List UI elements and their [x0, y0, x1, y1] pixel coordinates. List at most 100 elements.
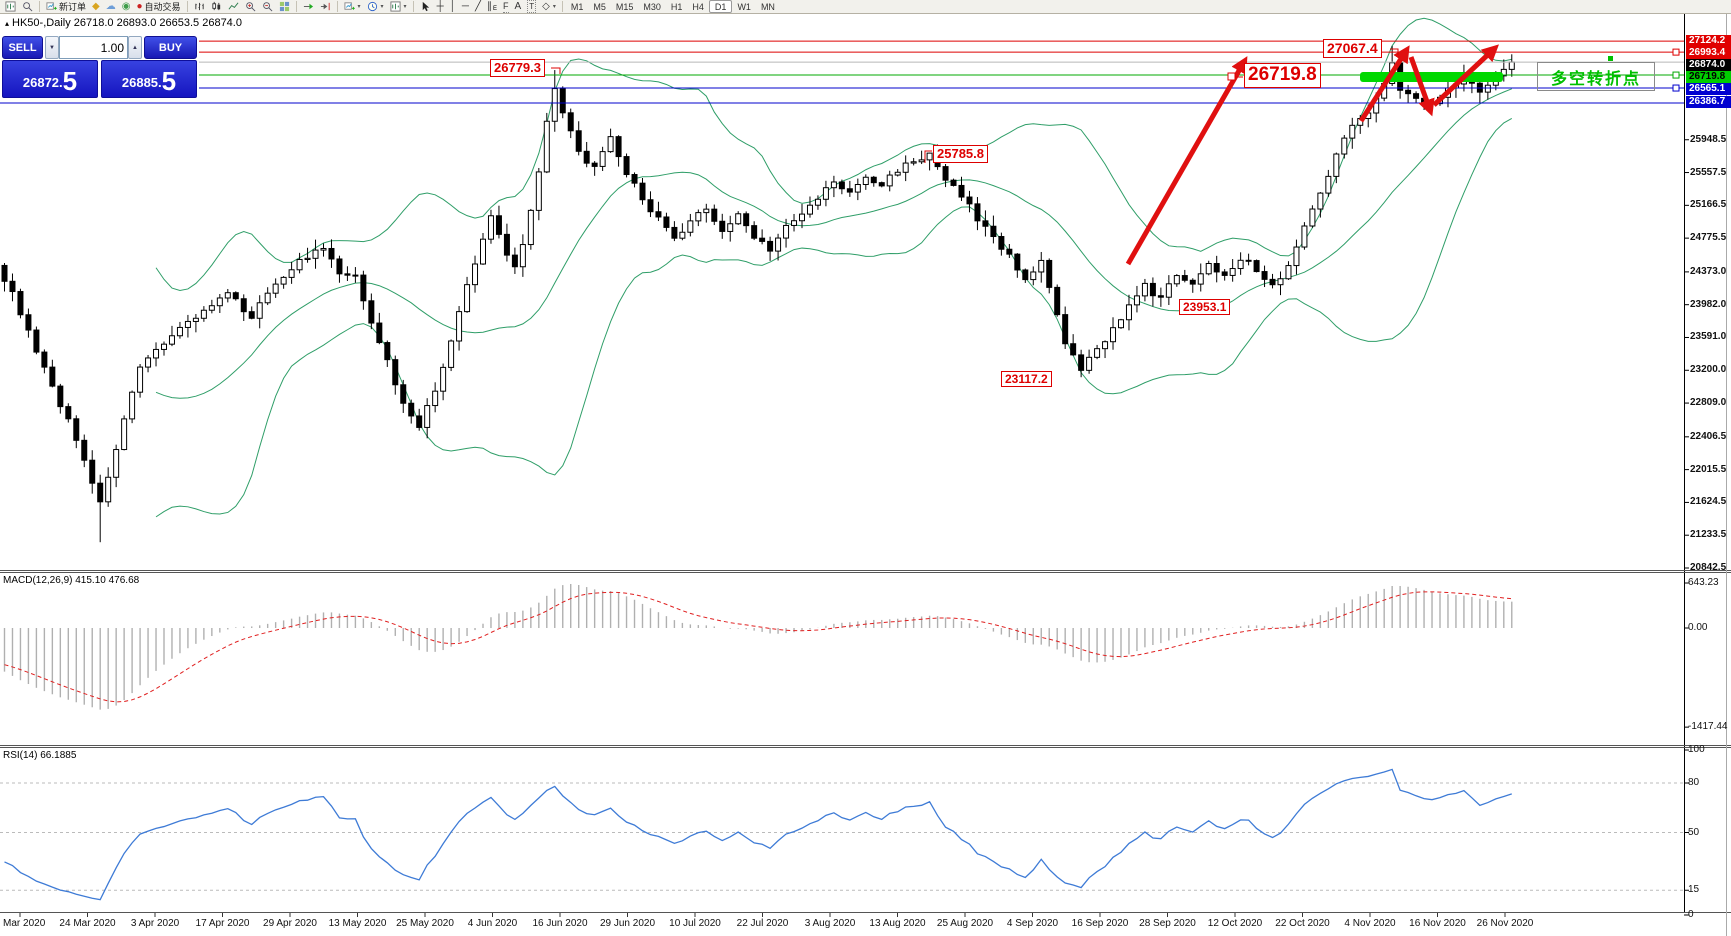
text-note-anchor [1608, 56, 1613, 61]
price-tick-label: 21233.5 [1690, 529, 1727, 541]
new-chart-button[interactable] [2, 0, 19, 13]
rsi-tick-label: 50 [1688, 826, 1700, 838]
timeframe-m1-button[interactable]: M1 [570, 1, 584, 12]
zoom-out-button[interactable] [259, 0, 276, 13]
date-tick-label: 4 Sep 2020 [1006, 918, 1059, 929]
volume-input[interactable] [59, 36, 128, 59]
candlestick-chart-button[interactable] [208, 0, 225, 13]
price-annotation[interactable]: 26719.8 [1244, 63, 1321, 88]
new-order-button-label: 新订单 [59, 2, 87, 12]
date-tick-label: 4 Nov 2020 [1344, 918, 1396, 929]
price-badge: 26565.1 [1686, 82, 1731, 95]
price-tick-label: 20842.5 [1690, 562, 1727, 573]
date-tick-label: 3 Aug 2020 [804, 918, 856, 929]
price-annotation[interactable]: 27067.4 [1323, 39, 1382, 58]
channel-tool-button[interactable]: ∥ E [484, 0, 500, 13]
bar-chart-icon [194, 1, 205, 12]
candlestick-chart-icon [211, 1, 222, 12]
market-watch-icon [22, 1, 33, 12]
toolbar-separator [39, 1, 40, 12]
text-tool-button[interactable]: A [512, 0, 525, 13]
timeframe-m30-button[interactable]: M30 [643, 1, 661, 12]
tile-windows-button[interactable] [276, 0, 293, 13]
macd-tick-label: 0.00 [1688, 622, 1708, 633]
horizontal-line-tool-button[interactable]: ─ [459, 0, 472, 13]
shapes-dropdown[interactable]: ◇ ▾ [539, 0, 559, 13]
line-chart-button[interactable] [225, 0, 242, 13]
timeframe-m5-button[interactable]: M5 [593, 1, 606, 12]
volume-increase-button[interactable]: ▲ [128, 36, 142, 59]
new-order-button[interactable]: 新订单 [43, 0, 89, 13]
price-badge: 26874.0 [1686, 58, 1731, 71]
toolbar-separator [336, 1, 338, 12]
date-tick-label: 29 Apr 2020 [263, 918, 317, 929]
toolbar-separator [561, 1, 563, 12]
price-tick-label: 24373.0 [1690, 265, 1727, 277]
chart-shift-button[interactable] [317, 0, 334, 13]
date-tick-label: 25 May 2020 [396, 918, 454, 929]
sell-price-pip: 5 [62, 66, 78, 96]
volume-decrease-button[interactable]: ▼ [45, 36, 59, 59]
buy-button[interactable]: BUY [144, 36, 197, 59]
sell-price-button[interactable]: 26872. 5 [2, 60, 98, 98]
cursor-tool-button[interactable] [417, 0, 434, 13]
chart-shift-icon [320, 1, 331, 12]
timeframe-h1-button[interactable]: H1 [670, 1, 683, 12]
date-tick-label: 3 Apr 2020 [130, 918, 180, 929]
market-watch-button[interactable] [19, 0, 36, 13]
cloud-icon: ☁ [105, 1, 116, 12]
auto-trading-button[interactable]: ● 自动交易 [133, 0, 183, 13]
templates-icon [390, 1, 401, 12]
timeframe-w1-button[interactable]: W1 [737, 1, 751, 12]
periods-icon [367, 1, 378, 12]
price-tick-label: 21624.5 [1690, 496, 1727, 508]
fibonacci-tool-button[interactable]: F [500, 0, 512, 13]
line-chart-icon [228, 1, 239, 12]
crosshair-tool-button[interactable]: ┼ [434, 0, 447, 13]
vertical-line-tool-button[interactable]: │ [447, 0, 459, 13]
timeframe-h4-button[interactable]: H4 [692, 1, 704, 12]
text-note-label: 多空转折点 [1550, 70, 1641, 88]
timeframe-mn-button[interactable]: MN [760, 1, 775, 12]
price-annotation[interactable]: 23953.1 [1179, 299, 1231, 316]
trendline-tool-button[interactable]: ╱ [472, 0, 484, 13]
templates-dropdown[interactable]: ▾ [387, 0, 410, 13]
buy-price-button[interactable]: 26885. 5 [101, 60, 197, 98]
zoom-in-icon [245, 1, 256, 12]
timeframe-d1-button[interactable]: D1 [708, 0, 733, 13]
text-note[interactable]: 多空转折点 [1537, 62, 1655, 91]
vertical-line-tool-icon: │ [449, 1, 456, 12]
date-tick-label: 13 May 2020 [328, 918, 387, 929]
price-annotation[interactable]: 26779.3 [490, 59, 545, 77]
text-label-tool-button[interactable]: T [524, 0, 539, 13]
periods-dropdown[interactable]: ▾ [364, 0, 387, 13]
bar-chart-button[interactable] [191, 0, 208, 13]
price-tick-label: 22406.5 [1690, 430, 1727, 442]
date-tick-label: 16 Jun 2020 [532, 918, 588, 929]
macd-layer [3, 584, 1513, 710]
price-annotation[interactable]: 25785.8 [933, 145, 988, 163]
toolbar-separator [186, 1, 188, 12]
timeframe-m15-button[interactable]: M15 [615, 1, 634, 12]
price-alert-button[interactable]: ◆ [89, 0, 103, 13]
auto-scroll-icon [303, 1, 314, 12]
fibonacci-tool-icon: F [503, 0, 509, 13]
toolbar-separator [412, 1, 414, 12]
sell-button[interactable]: SELL [2, 36, 43, 59]
main-toolbar: 新订单 ◆ ☁ ◉ ● 自动交易 ▾ ▾ ▾ ┼ │ ─ ╱ ∥ E F A T ◇ ▾ M1 M5 M15 M30 H1 H4… [0, 0, 1731, 14]
horizontal-line-tool-icon: ─ [461, 1, 469, 12]
auto-trading-icon: ● [136, 1, 143, 12]
zoom-in-button[interactable] [242, 0, 259, 13]
chart-title: ▴ HK50-,Daily 26718.0 26893.0 26653.5 268… [5, 17, 242, 29]
date-tick-label: 26 Nov 2020 [1476, 918, 1534, 929]
auto-scroll-button[interactable] [300, 0, 317, 13]
signal-button[interactable]: ◉ [119, 0, 134, 13]
zoom-out-icon [262, 1, 273, 12]
price-annotation[interactable]: 23117.2 [1001, 371, 1052, 388]
timeframe-group: M1 M5 M15 M30 H1 H4 D1 W1 MN [566, 0, 780, 13]
indicators-dropdown[interactable]: ▾ [341, 0, 364, 13]
price-alert-icon: ◆ [92, 1, 100, 12]
cloud-button[interactable]: ☁ [103, 0, 119, 13]
price-tick-label: 25166.5 [1690, 199, 1727, 211]
